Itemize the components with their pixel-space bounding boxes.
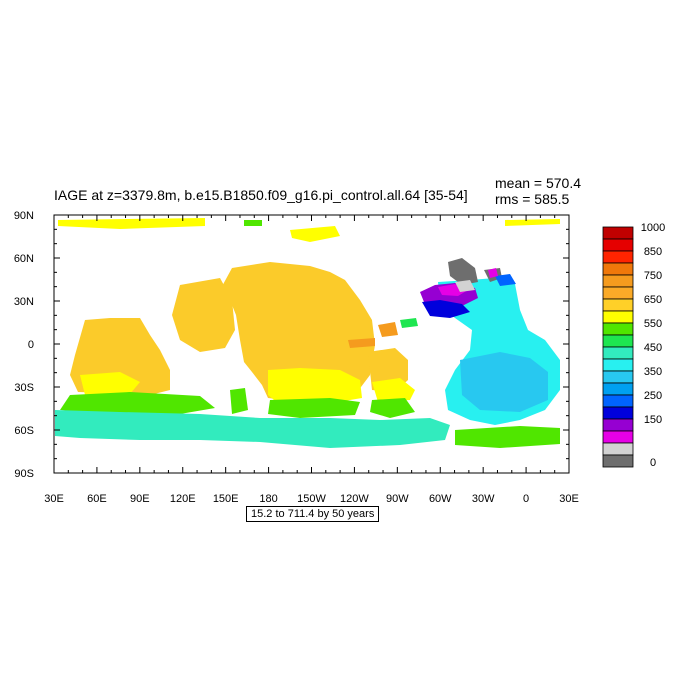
x-tick-label: 90E xyxy=(130,493,150,505)
colorbar-swatch xyxy=(602,454,634,468)
y-tick-label: 30N xyxy=(14,296,34,308)
colorbar-label: 250 xyxy=(644,390,662,402)
x-tick-label: 60W xyxy=(429,493,452,505)
x-tick-label: 150W xyxy=(297,493,326,505)
colorbar-swatch xyxy=(602,226,634,240)
weddell-green xyxy=(455,426,560,448)
x-tick-label: 150E xyxy=(213,493,239,505)
rms-stat: rms = 585.5 xyxy=(495,191,570,207)
y-tick-label: 90N xyxy=(14,210,34,222)
x-tick-label: 180 xyxy=(259,493,277,505)
colorbar-swatch xyxy=(602,286,634,300)
colorbar-swatch xyxy=(602,406,634,420)
y-tick-label: 90S xyxy=(14,468,34,480)
colorbar-swatch xyxy=(602,418,634,432)
x-tick-label: 30E xyxy=(44,493,64,505)
dwf-lightgray xyxy=(455,280,475,292)
colorbar-swatch xyxy=(602,430,634,444)
colorbar-label: 350 xyxy=(644,366,662,378)
colorbar-swatch xyxy=(602,334,634,348)
colorbar-swatch xyxy=(602,274,634,288)
gulf-orange xyxy=(378,322,398,337)
colorbar-label: 0 xyxy=(650,457,656,469)
south-atlantic-yellow xyxy=(372,378,415,402)
arctic-yellow-east xyxy=(505,219,560,226)
colorbar-swatch xyxy=(602,238,634,252)
colorbar-swatch xyxy=(602,370,634,384)
x-tick-label: 0 xyxy=(523,493,529,505)
x-axis: 30E 60E 90E 120E 150E 180 150W 120W 90W 60W 30W 0 30… xyxy=(44,215,579,505)
colorbar-label: 550 xyxy=(644,318,662,330)
colorbar-label: 650 xyxy=(644,294,662,306)
y-tick-label: 60S xyxy=(14,425,34,437)
dwf-gray xyxy=(448,258,478,285)
nordic-blue xyxy=(495,274,516,286)
ocean-field xyxy=(55,218,560,448)
south-pacific-yellow xyxy=(268,368,362,405)
colorbar-label: 150 xyxy=(644,414,662,426)
pacific-region xyxy=(220,262,375,402)
y-tick-label: 60N xyxy=(14,253,34,265)
beaufort-yellow xyxy=(290,226,340,242)
colorbar-swatch xyxy=(602,394,634,408)
arctic-yellow xyxy=(58,218,205,229)
indian-green-patch xyxy=(230,388,248,414)
y-tick-label: 0 xyxy=(28,339,34,351)
y-tick-label: 30S xyxy=(14,382,34,394)
mean-stat: mean = 570.4 xyxy=(495,175,582,191)
colorbar-swatch xyxy=(602,298,634,312)
southern-ocean-green xyxy=(60,392,215,414)
dwf-blue xyxy=(422,300,470,318)
indonesia-region xyxy=(172,278,235,352)
contour-range-label: 15.2 to 711.4 by 50 years xyxy=(246,506,380,522)
nordic-magenta xyxy=(488,268,498,278)
colorbar-swatch xyxy=(602,442,634,456)
x-tick-label: 120E xyxy=(170,493,196,505)
colorbar-swatch xyxy=(602,322,634,336)
x-tick-label: 120W xyxy=(340,493,369,505)
southern-ocean-cyan xyxy=(55,410,450,448)
x-tick-label: 60E xyxy=(87,493,107,505)
south-atlantic-green xyxy=(370,398,415,418)
x-tick-label: 30W xyxy=(472,493,495,505)
colorbar-swatch xyxy=(602,358,634,372)
plot-title: IAGE at z=3379.8m, b.e15.B1850.f09_g16.p… xyxy=(54,187,468,203)
panama-orange xyxy=(348,338,375,348)
y-axis: 90N 60N 30N 0 30S 60S 90S xyxy=(14,210,569,480)
south-atlantic-blue xyxy=(460,352,548,412)
colorbar-label: 750 xyxy=(644,270,662,282)
colorbar-swatch xyxy=(602,382,634,396)
colorbar-swatch xyxy=(602,346,634,360)
colorbar-swatch xyxy=(602,262,634,276)
colorbar-swatch xyxy=(602,250,634,264)
colorbar-swatch xyxy=(602,310,634,324)
colorbar-label: 850 xyxy=(644,246,662,258)
colorbar-label: 450 xyxy=(644,342,662,354)
colorbar-label: 1000 xyxy=(641,222,665,234)
arctic-green xyxy=(244,220,262,226)
gulf-green xyxy=(400,318,418,328)
south-pacific-green xyxy=(268,398,360,418)
x-tick-label: 90W xyxy=(386,493,409,505)
indian-yellow xyxy=(80,372,140,395)
colorbar: 1000 850 750 650 550 450 350 250 150 0 xyxy=(602,222,665,469)
x-tick-label: 30E xyxy=(559,493,579,505)
